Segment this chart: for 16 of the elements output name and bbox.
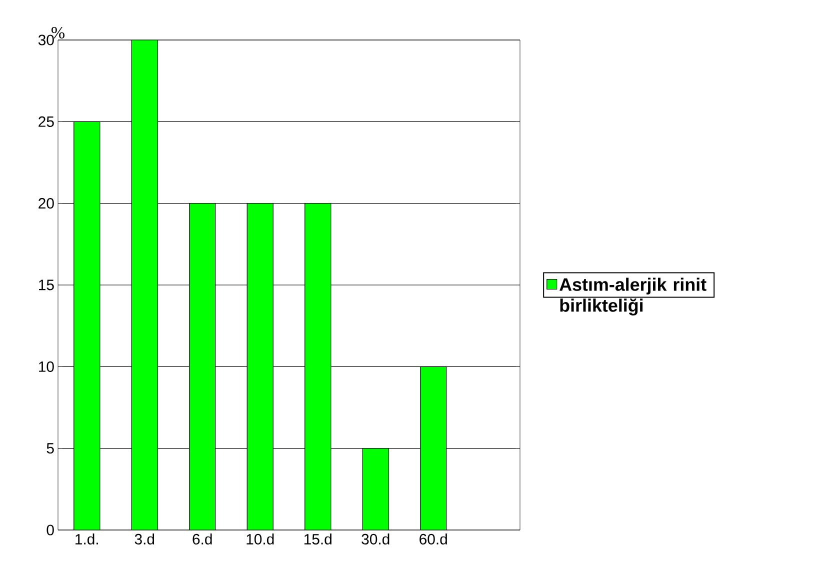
- x-tick-label: 3.d: [134, 534, 154, 544]
- x-tick-label: 15.d: [304, 534, 332, 544]
- y-tick-label: 30: [38, 34, 54, 46]
- y-tick-label: 0: [46, 524, 54, 536]
- y-tick-label: 15: [39, 280, 54, 290]
- x-tick-label: 10.d: [246, 534, 274, 544]
- y-axis-title: %: [52, 26, 64, 38]
- y-tick-label: 5: [46, 443, 54, 454]
- x-tick-label: 1.d.: [76, 534, 98, 544]
- y-tick-label: 20: [38, 198, 54, 209]
- x-tick-label: 60.d: [420, 534, 447, 544]
- y-tick-label: 10: [39, 361, 54, 372]
- x-tick-label: 30.d: [362, 534, 390, 544]
- legend-label: Astım-alerjik rinit birlikteliği: [560, 278, 706, 316]
- x-tick-label: 6.d: [192, 534, 212, 544]
- y-tick-label: 25: [38, 116, 54, 127]
